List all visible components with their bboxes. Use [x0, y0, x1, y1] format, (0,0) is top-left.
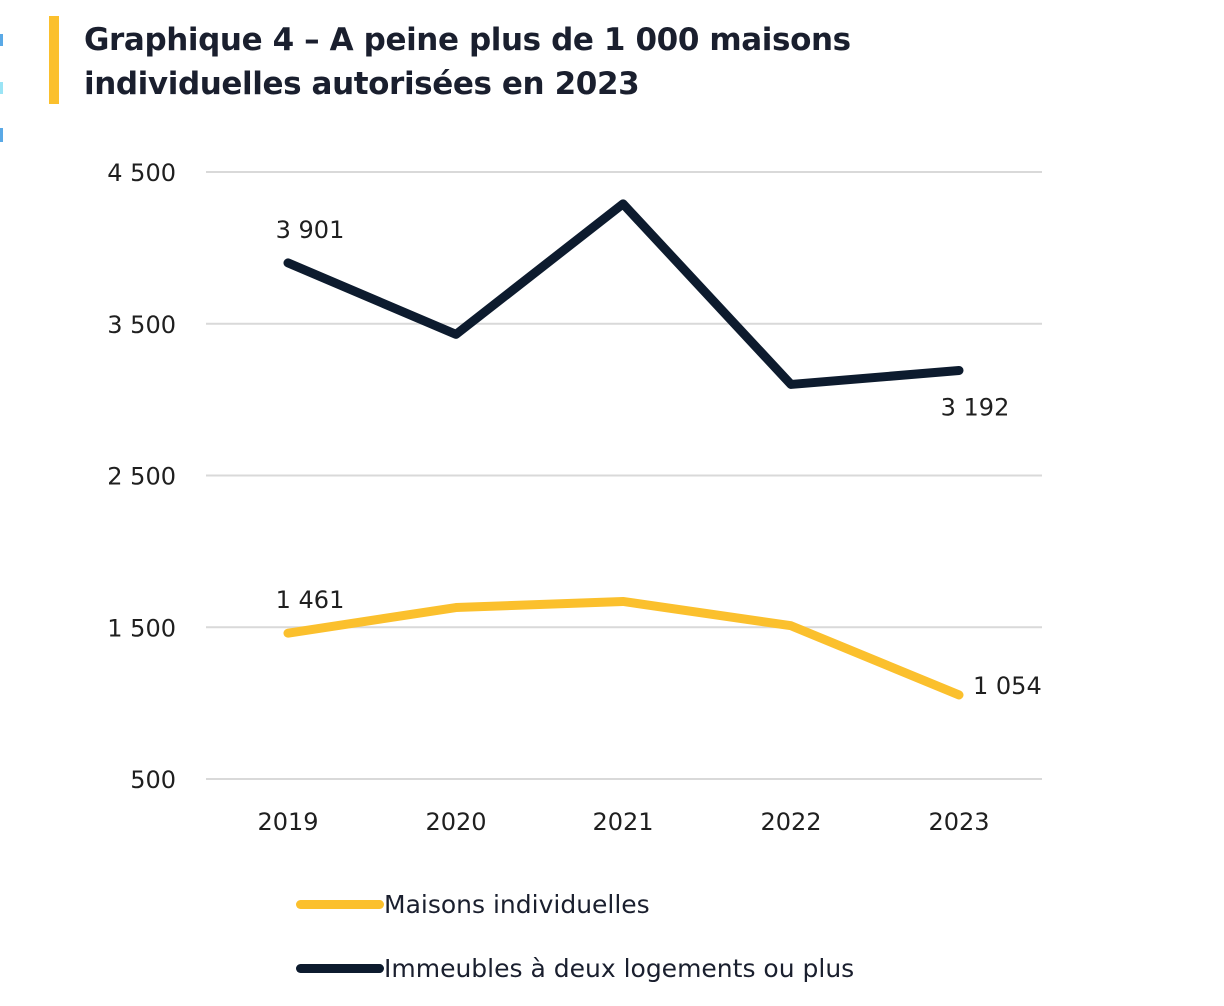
legend-swatch-immeubles: [296, 963, 384, 973]
gridlines: [206, 171, 1042, 780]
legend: Maisons individuelles Immeubles à deux l…: [296, 872, 854, 1000]
y-axis-ticks: 500 1 500 2 500 3 500 4 500: [107, 159, 176, 794]
x-axis-ticks: 2019 2020 2021 2022 2023: [257, 808, 989, 836]
title-accent-bar: [49, 16, 59, 104]
y-tick-label: 2 500: [107, 463, 176, 491]
legend-swatch-maisons: [296, 899, 384, 909]
x-tick-label: 2020: [425, 808, 486, 836]
data-labels: 1 461 1 054 3 901 3 192: [276, 216, 1042, 700]
y-tick-label: 3 500: [107, 311, 176, 339]
x-tick-label: 2019: [257, 808, 318, 836]
series-line-maisons: [283, 596, 964, 700]
y-tick-label: 500: [130, 766, 176, 794]
x-tick-label: 2022: [760, 808, 821, 836]
chart-title-line-1: Graphique 4 – A peine plus de 1 000 mais…: [84, 22, 851, 58]
y-tick-label: 1 500: [107, 614, 176, 642]
x-tick-label: 2023: [928, 808, 989, 836]
y-tick-label: 4 500: [107, 159, 176, 187]
cropped-text-fragment: [0, 34, 3, 46]
cropped-text-fragment: [0, 128, 3, 142]
legend-label-immeubles: Immeubles à deux logements ou plus: [384, 953, 855, 983]
data-label: 3 192: [941, 393, 1010, 421]
legend-item-maisons: Maisons individuelles: [296, 872, 854, 936]
data-label: 3 901: [276, 216, 345, 244]
series-line-immeubles: [283, 199, 964, 389]
data-label: 1 461: [276, 586, 345, 614]
chart-title-line-2: individuelles autorisées en 2023: [84, 66, 640, 102]
cropped-text-fragment: [0, 82, 3, 94]
x-tick-label: 2021: [592, 808, 653, 836]
legend-label-maisons: Maisons individuelles: [384, 889, 650, 919]
data-label: 1 054: [973, 672, 1042, 700]
legend-item-immeubles: Immeubles à deux logements ou plus: [296, 936, 854, 1000]
chart-title: Graphique 4 – A peine plus de 1 000 mais…: [84, 18, 984, 106]
series-lines: [283, 199, 964, 700]
